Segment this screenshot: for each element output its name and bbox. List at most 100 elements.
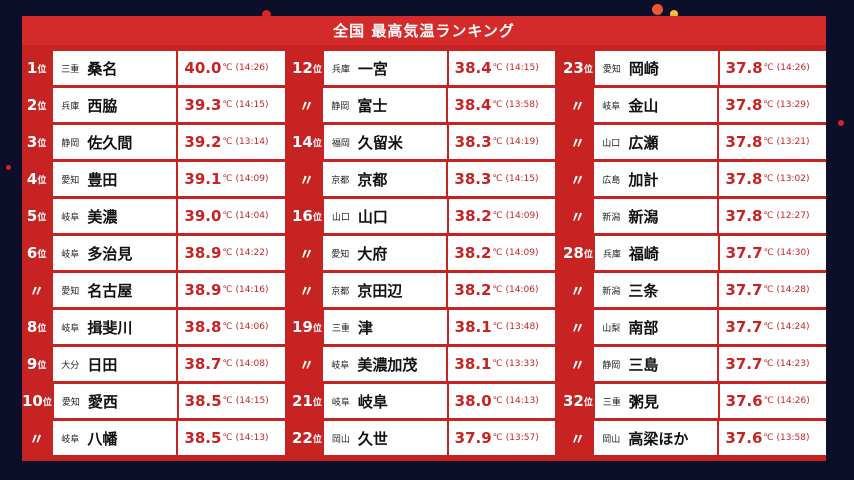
prefecture-label: 静岡 <box>61 138 80 149</box>
record-time: (14:13) <box>505 396 539 406</box>
temperature-value: 37.8 <box>725 96 763 114</box>
rank-number: 〃 <box>299 170 315 189</box>
record-time: (13:58) <box>505 100 539 110</box>
record-time: (14:08) <box>235 359 269 369</box>
location-cell: 岡山 高梁ほか <box>594 421 718 455</box>
temperature-unit: ℃ <box>763 359 774 369</box>
rank-label: 〃 <box>563 347 592 381</box>
prefecture-label: 岡山 <box>331 434 350 445</box>
temperature-cell: 39.3 ℃ (14:15) <box>178 88 285 122</box>
rank-suffix: 位 <box>312 397 322 408</box>
temperature-cell: 38.0 ℃ (14:13) <box>448 384 555 418</box>
temperature-unit: ℃ <box>763 285 774 295</box>
temperature-cell: 38.5 ℃ (14:15) <box>178 384 285 418</box>
location-cell: 岐阜 多治見 <box>53 236 177 270</box>
temperature-cell: 37.8 ℃ (13:02) <box>719 162 826 196</box>
city-name: 久留米 <box>357 133 403 152</box>
location-cell: 愛知 名古屋 <box>53 273 177 307</box>
rank-suffix: 位 <box>37 323 47 334</box>
record-time: (13:48) <box>505 322 539 332</box>
rank-label: 〃 <box>292 236 321 270</box>
ranking-row: 〃京都 京都 38.3 ℃ (14:15) <box>292 162 555 196</box>
record-time: (14:16) <box>235 285 269 295</box>
temperature-value: 37.9 <box>454 429 492 447</box>
ranking-row: 〃岡山 高梁ほか 37.6 ℃ (13:58) <box>563 421 826 455</box>
location-cell: 三重津 <box>323 310 447 344</box>
location-cell: 山口 広瀬 <box>594 125 718 159</box>
temperature-unit: ℃ <box>492 63 503 73</box>
city-name: 豊田 <box>87 170 118 189</box>
city-name: 三条 <box>628 281 659 300</box>
ranking-row: 〃愛知 名古屋 38.9 ℃ (14:16) <box>22 273 285 307</box>
temperature-cell: 40.0 ℃ (14:26) <box>178 51 285 85</box>
location-cell: 三重 桑名 <box>53 51 177 85</box>
prefecture-label: 静岡 <box>331 101 350 112</box>
rank-number: 〃 <box>570 170 586 189</box>
location-cell: 岐阜 金山 <box>594 88 718 122</box>
prefecture-label: 愛知 <box>61 175 80 186</box>
city-name: 富士 <box>357 96 388 115</box>
temperature-value: 37.8 <box>725 170 763 188</box>
rank-label: 〃 <box>292 88 321 122</box>
decor-dot <box>262 10 271 19</box>
record-time: (14:15) <box>235 100 269 110</box>
city-name: 京都 <box>357 170 388 189</box>
location-cell: 愛知 大府 <box>323 236 447 270</box>
temperature-cell: 37.8 ℃ (12:27) <box>719 199 826 233</box>
prefecture-label: 兵庫 <box>61 101 80 112</box>
city-name: 美濃 <box>87 207 118 226</box>
ranking-row: 〃山梨 南部 37.7 ℃ (14:24) <box>563 310 826 344</box>
rank-number: 〃 <box>299 96 315 115</box>
ranking-row: 16 位山口 山口 38.2 ℃ (14:09) <box>292 199 555 233</box>
rank-number: 5 <box>26 207 38 225</box>
record-time: (13:29) <box>776 100 810 110</box>
rank-label: 10 位 <box>22 384 52 418</box>
rank-number: 〃 <box>299 355 315 374</box>
rank-label: 32 位 <box>563 384 593 418</box>
record-time: (13:33) <box>505 359 539 369</box>
temperature-cell: 38.4 ℃ (14:15) <box>448 51 555 85</box>
rank-number: 6 <box>26 244 38 262</box>
rank-number: 22 <box>292 429 313 447</box>
temperature-value: 38.9 <box>184 281 222 299</box>
ranking-row: 12 位兵庫 一宮 38.4 ℃ (14:15) <box>292 51 555 85</box>
temperature-value: 37.8 <box>725 207 763 225</box>
rank-number: 32 <box>563 392 584 410</box>
rank-number: 〃 <box>570 133 586 152</box>
temperature-cell: 39.2 ℃ (13:14) <box>178 125 285 159</box>
prefecture-label: 岐阜 <box>61 323 80 334</box>
ranking-row: 32 位三重 粥見 37.6 ℃ (14:26) <box>563 384 826 418</box>
temperature-cell: 38.9 ℃ (14:22) <box>178 236 285 270</box>
rank-label: 〃 <box>292 347 321 381</box>
temperature-unit: ℃ <box>222 285 233 295</box>
city-name: 広瀬 <box>628 133 659 152</box>
rank-number: 21 <box>292 392 313 410</box>
temperature-value: 38.7 <box>184 355 222 373</box>
ranking-row: 〃京都 京田辺 38.2 ℃ (14:06) <box>292 273 555 307</box>
prefecture-label: 岐阜 <box>602 101 621 112</box>
record-time: (12:27) <box>776 211 810 221</box>
location-cell: 静岡 富士 <box>323 88 447 122</box>
record-time: (14:09) <box>505 211 539 221</box>
rank-label: 〃 <box>563 162 592 196</box>
rank-number: 28 <box>563 244 584 262</box>
location-cell: 愛知 岡崎 <box>594 51 718 85</box>
temperature-value: 40.0 <box>184 59 222 77</box>
prefecture-label: 愛知 <box>331 249 350 260</box>
city-name: 岐阜 <box>357 392 388 411</box>
decor-dot <box>6 165 11 170</box>
temperature-unit: ℃ <box>222 433 233 443</box>
temperature-value: 39.1 <box>184 170 222 188</box>
rank-suffix: 位 <box>312 434 322 445</box>
temperature-unit: ℃ <box>492 211 503 221</box>
temperature-cell: 38.2 ℃ (14:09) <box>448 199 555 233</box>
ranking-row: 10 位愛知 愛西 38.5 ℃ (14:15) <box>22 384 285 418</box>
temperature-value: 38.0 <box>454 392 492 410</box>
record-time: (14:09) <box>235 174 269 184</box>
ranking-row: 〃岐阜 八幡 38.5 ℃ (14:13) <box>22 421 285 455</box>
temperature-unit: ℃ <box>222 396 233 406</box>
rank-suffix: 位 <box>583 397 593 408</box>
